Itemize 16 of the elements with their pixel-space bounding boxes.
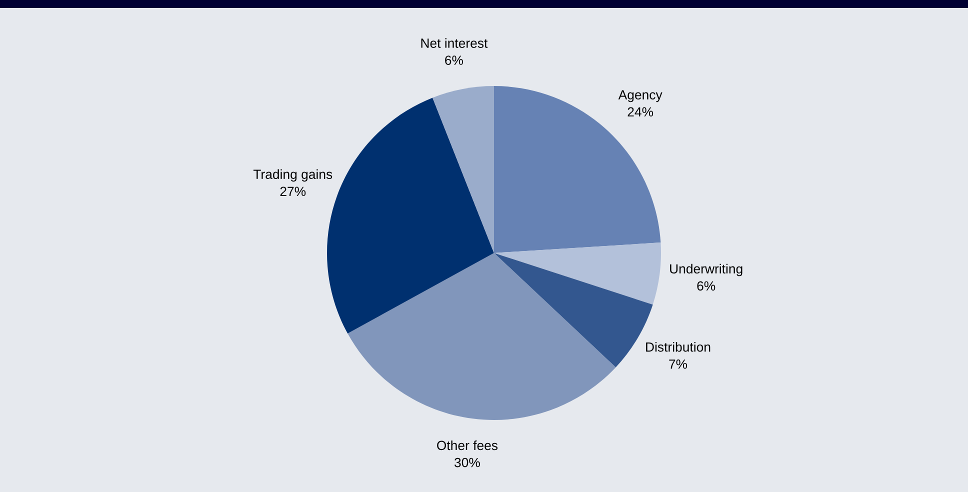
data-label: 30% xyxy=(454,458,480,468)
slice-label: Other fees xyxy=(437,440,498,450)
data-label: 6% xyxy=(445,56,464,65)
slice-label: Distribution xyxy=(646,342,710,352)
data-label: 27% xyxy=(280,186,306,196)
slice-label: Underwriting xyxy=(670,264,742,276)
slice-label: Agency xyxy=(618,90,662,102)
slice-label: Trading gains xyxy=(253,169,332,182)
pie-slice xyxy=(432,86,494,253)
data-label: 7% xyxy=(669,360,688,369)
data-label: 6% xyxy=(697,281,716,291)
slice-label: Net interest xyxy=(421,38,488,48)
pie-slice xyxy=(348,253,616,420)
pie-slice xyxy=(494,242,661,305)
data-label: 24% xyxy=(628,107,654,117)
pie-slice xyxy=(494,86,661,253)
